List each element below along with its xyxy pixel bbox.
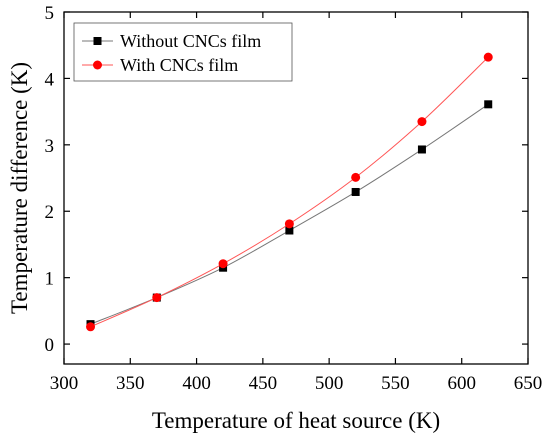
axis-ticks: 300 350 400 450 500 550 600 650 0 1 2 3 4 5 xyxy=(45,3,543,394)
x-tick-label: 550 xyxy=(381,373,410,394)
legend: Without CNCs film With CNCs film xyxy=(73,22,293,82)
x-tick-label: 450 xyxy=(249,373,278,394)
y-tick-label: 2 xyxy=(45,202,55,223)
x-tick-label: 650 xyxy=(514,373,543,394)
data-point xyxy=(152,293,162,303)
data-point xyxy=(351,172,361,182)
data-point xyxy=(417,117,427,127)
x-tick-label: 600 xyxy=(447,373,476,394)
x-tick-label: 500 xyxy=(315,373,344,394)
y-tick-label: 1 xyxy=(45,269,55,290)
y-tick-label: 3 xyxy=(45,136,55,157)
series-2 xyxy=(86,52,493,332)
x-axis-title: Temperature of heat source (K) xyxy=(152,408,440,433)
legend-marker xyxy=(93,37,102,45)
x-tick-label: 400 xyxy=(182,373,211,394)
y-tick-label: 5 xyxy=(45,3,55,24)
series-1 xyxy=(86,100,493,329)
data-point xyxy=(484,100,493,109)
y-tick-label: 4 xyxy=(45,69,55,90)
x-tick-label: 350 xyxy=(116,373,145,394)
y-tick-label: 0 xyxy=(45,335,55,356)
legend-marker xyxy=(93,60,102,70)
series-line xyxy=(90,56,489,328)
data-point xyxy=(218,259,228,269)
legend-label: With CNCs film xyxy=(120,55,238,75)
plot-area xyxy=(86,52,493,332)
y-axis-title: Temperature difference (K) xyxy=(7,62,32,314)
x-tick-label: 300 xyxy=(50,373,79,394)
series-line xyxy=(90,103,489,325)
legend-label: Without CNCs film xyxy=(120,31,261,51)
data-point xyxy=(417,145,426,154)
data-point xyxy=(351,187,360,196)
plot-frame xyxy=(63,11,529,365)
data-point xyxy=(86,322,96,332)
data-point xyxy=(284,219,294,229)
data-point xyxy=(285,226,294,235)
legend-box xyxy=(73,22,293,82)
data-point xyxy=(483,52,493,62)
